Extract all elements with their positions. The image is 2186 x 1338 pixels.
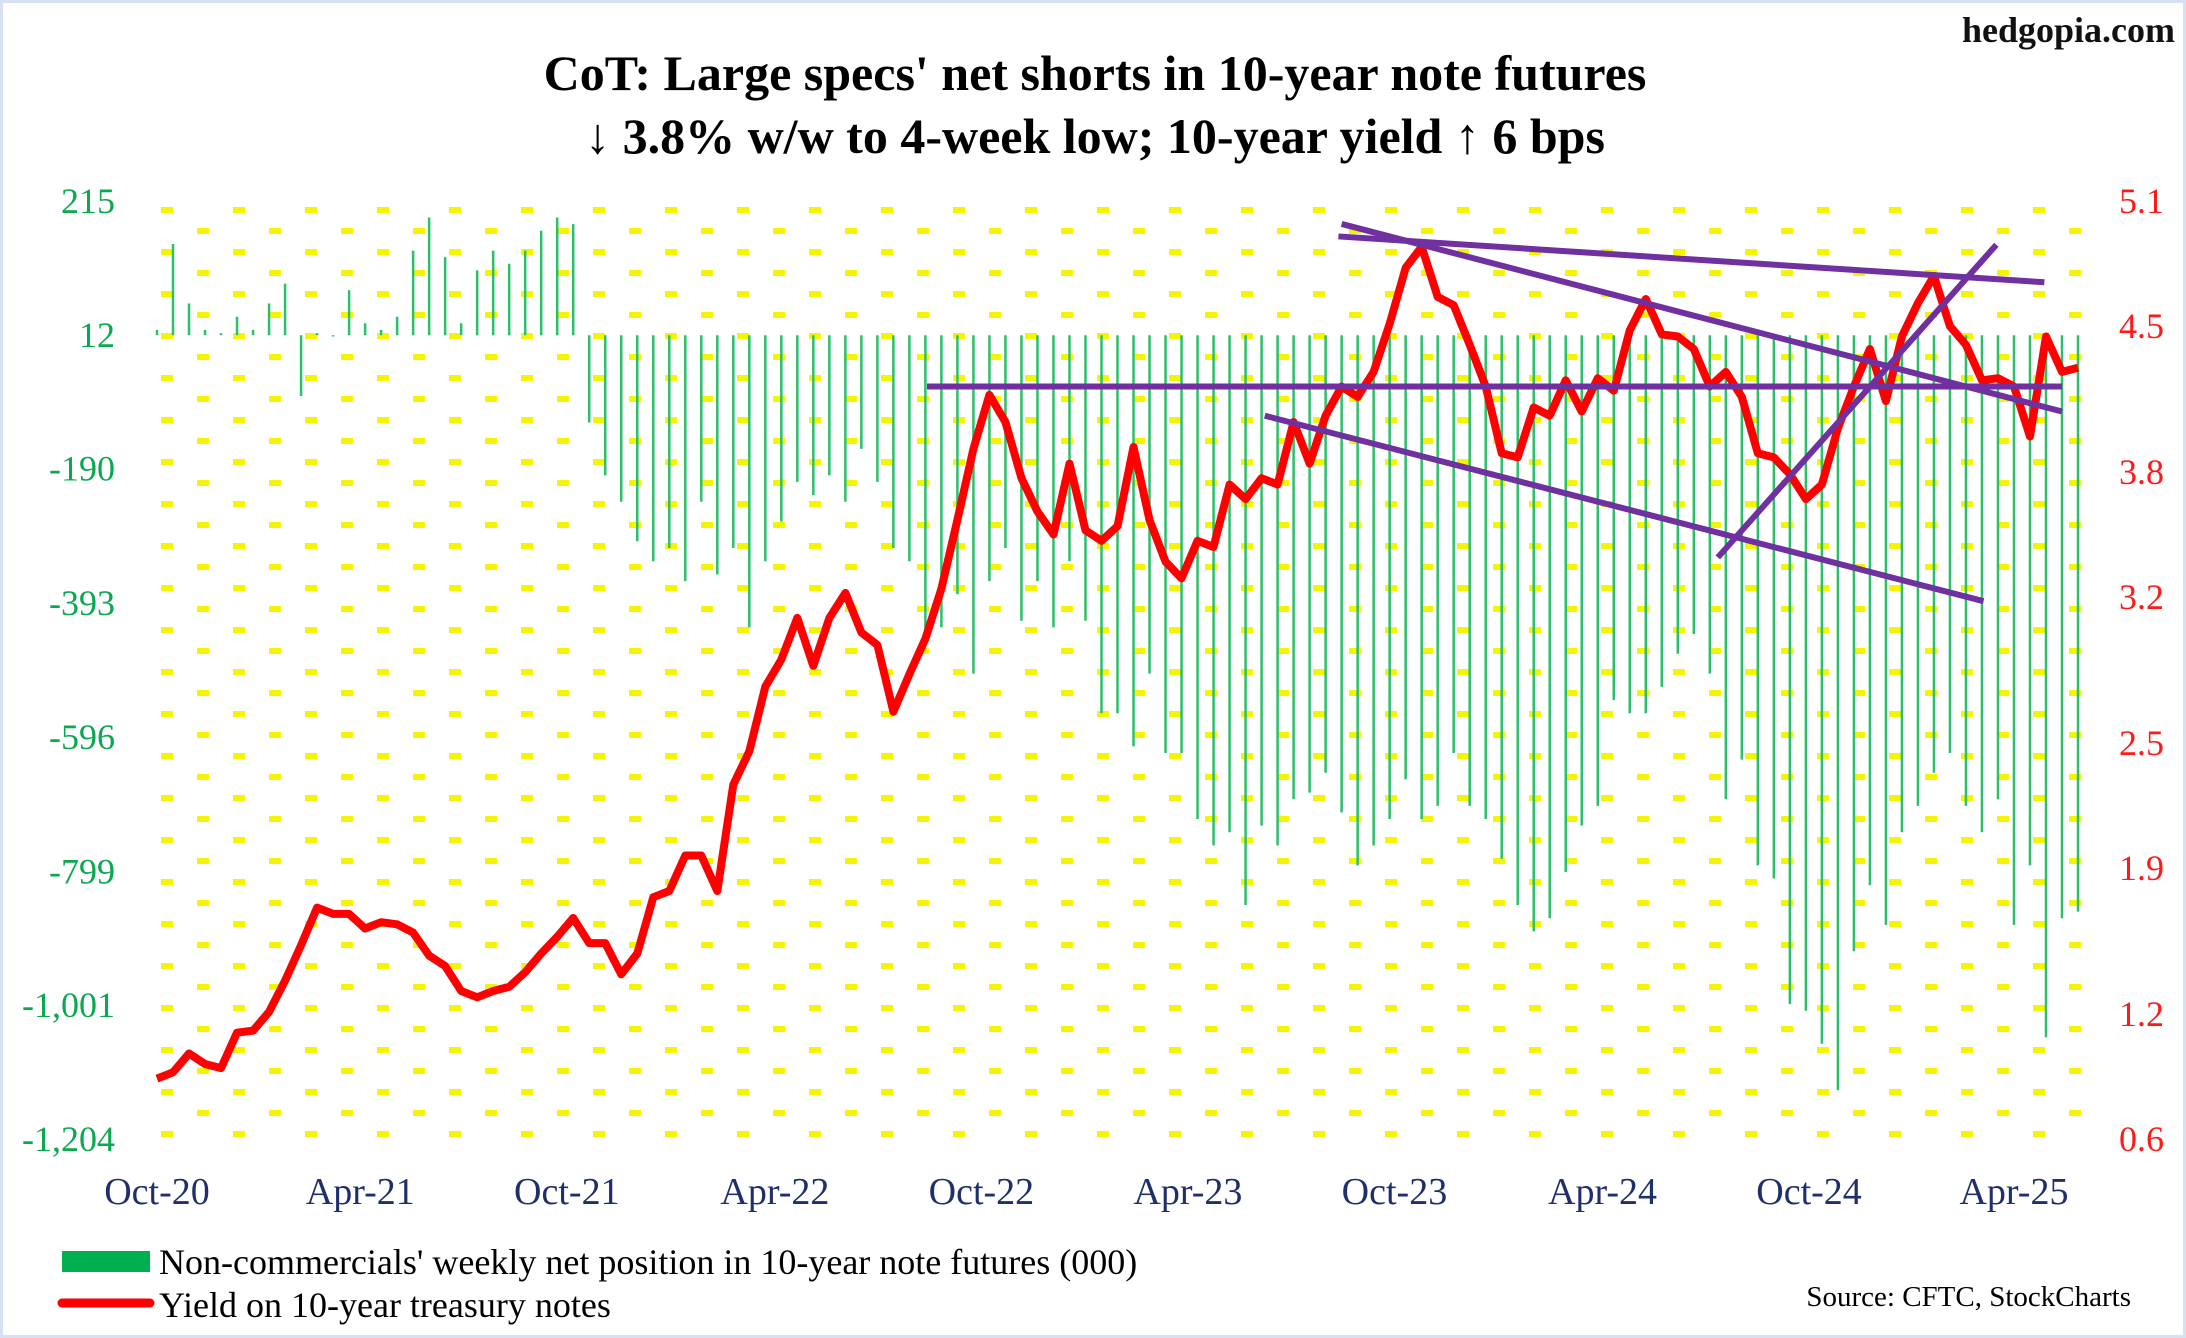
right-tick-label: 1.2 — [2119, 994, 2164, 1034]
x-tick-label: Apr-24 — [1548, 1171, 1657, 1213]
right-tick-label: 1.9 — [2119, 848, 2164, 888]
left-tick-label: -596 — [49, 717, 115, 757]
x-tick-label: Oct-22 — [929, 1171, 1035, 1213]
legend-label-net-position: Non-commercials' weekly net position in … — [159, 1242, 1137, 1282]
trendline-upper-flat — [1338, 233, 2045, 286]
yield-line-group — [155, 242, 2079, 1083]
x-tick-label: Apr-25 — [1959, 1171, 2068, 1213]
net-position-bars — [155, 217, 2080, 1091]
legend: Non-commercials' weekly net position in … — [57, 1242, 1137, 1325]
brand-watermark: hedgopia.com — [1962, 10, 2175, 50]
left-tick-label: 215 — [61, 181, 115, 221]
trendline-lower-channel — [1264, 412, 1985, 605]
trendline-rising — [1715, 242, 1999, 560]
x-tick-label: Oct-24 — [1756, 1171, 1862, 1213]
right-tick-label: 4.5 — [2119, 306, 2164, 346]
yield-line — [155, 242, 2079, 1083]
x-tick-label: Oct-23 — [1342, 1171, 1448, 1213]
left-tick-label: 12 — [79, 315, 115, 355]
x-tick-label: Oct-20 — [104, 1171, 210, 1213]
left-tick-label: -393 — [49, 583, 115, 623]
source-note: Source: CFTC, StockCharts — [1806, 1281, 2131, 1313]
x-tick-label: Oct-21 — [514, 1171, 620, 1213]
right-tick-label: 2.5 — [2119, 723, 2164, 763]
right-axis: 5.1 4.5 3.8 3.2 2.5 1.9 1.2 0.6 — [2119, 181, 2164, 1159]
trendlines — [927, 221, 2063, 605]
left-tick-label: -190 — [49, 449, 115, 489]
right-tick-label: 3.8 — [2119, 452, 2164, 492]
left-tick-label: -799 — [49, 851, 115, 891]
chart-title: CoT: Large specs' net shorts in 10-year … — [544, 45, 1647, 101]
x-tick-label: Apr-22 — [720, 1171, 829, 1213]
right-tick-label: 0.6 — [2119, 1119, 2164, 1159]
left-tick-label: -1,001 — [22, 985, 115, 1025]
legend-label-yield: Yield on 10-year treasury notes — [159, 1285, 611, 1325]
legend-swatch-net-position — [62, 1251, 150, 1272]
plot-area — [157, 201, 2084, 1141]
x-tick-label: Apr-21 — [306, 1171, 415, 1213]
left-tick-label: -1,204 — [22, 1119, 115, 1159]
chart-subtitle: ↓ 3.8% w/w to 4-week low; 10-year yield … — [585, 108, 1605, 164]
x-tick-label: Apr-23 — [1133, 1171, 1242, 1213]
left-axis: 215 12 -190 -393 -596 -799 -1,001 -1,204 — [22, 181, 115, 1159]
right-tick-label: 3.2 — [2119, 577, 2164, 617]
chart-svg: hedgopia.com CoT: Large specs' net short… — [22, 10, 2175, 1325]
right-tick-label: 5.1 — [2119, 181, 2164, 221]
x-axis: Oct-20 Apr-21 Oct-21 Apr-22 Oct-22 Apr-23 Oct-… — [104, 1171, 2068, 1213]
trendline-descending — [1340, 221, 2063, 415]
